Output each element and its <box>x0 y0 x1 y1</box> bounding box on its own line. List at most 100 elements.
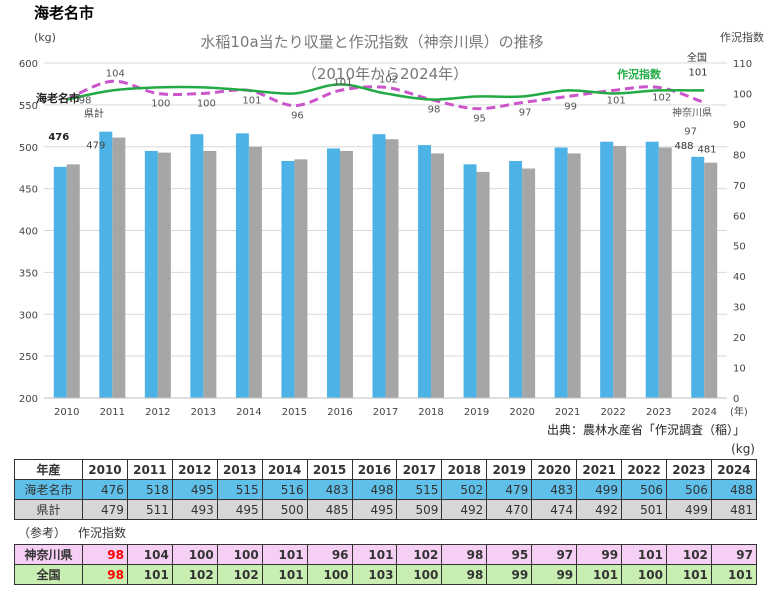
kanagawa-annotation: 神奈川県 <box>672 106 712 119</box>
x-tick-label: 2012 <box>145 407 170 418</box>
y-left-tick-label: 200 <box>19 394 38 405</box>
row-label: 県計 <box>14 499 83 520</box>
bar-kenkei <box>157 152 171 398</box>
bar-ebina <box>281 160 295 398</box>
table-year-header: 2017 <box>396 459 443 480</box>
reference-note: （参考） 作況指数 <box>14 520 757 544</box>
y-right-tick-label: 70 <box>733 181 746 192</box>
y-left-tick-label: 300 <box>19 310 38 321</box>
ebina-annotation: 海老名市 <box>36 91 80 105</box>
bar-kenkei <box>476 171 490 398</box>
table-cell: 101 <box>351 544 398 565</box>
table-cell: 488 <box>710 479 758 500</box>
y-right-tick-label: 100 <box>733 89 752 100</box>
y-left-tick-label: 450 <box>19 185 38 196</box>
yield-chart: 200 250 300 350 400 450 500 550 600 0 10 20 30 40 50 60… <box>19 30 764 437</box>
x-tick-label: 2018 <box>418 407 443 418</box>
table-cell: 479 <box>82 499 128 520</box>
row-label: 海老名市 <box>14 479 83 500</box>
x-tick-label: 2016 <box>327 407 352 418</box>
bar-ebina <box>53 166 67 398</box>
bar-ebina <box>509 160 523 398</box>
x-tick-label: 2022 <box>600 407 625 418</box>
y-right-tick-label: 110 <box>733 59 752 70</box>
x-tick-label: 2014 <box>236 407 261 418</box>
index-table-body: 神奈川県 98 104 100 100 101 96 101 102 98 95 97 99 101 102… <box>14 544 758 585</box>
bar-kenkei <box>294 159 308 398</box>
table-cell: 518 <box>126 479 173 500</box>
table-cell: 98 <box>441 544 488 565</box>
x-tick-label: 2019 <box>464 407 489 418</box>
table-cell: 102 <box>216 564 263 585</box>
y-left-tick-label: 350 <box>19 268 38 279</box>
table-cell: 98 <box>82 544 128 565</box>
table-cell: 97 <box>710 544 758 565</box>
table-unit: (kg) <box>731 442 755 456</box>
table-year-header: 2024 <box>710 459 758 480</box>
sakkyo-annotation: 作況指数 <box>617 67 662 81</box>
table-year-header: 2022 <box>621 459 667 480</box>
x-tick-label: 2024 <box>692 407 717 418</box>
y-right-tick-label: 80 <box>733 150 746 161</box>
table-year-header: 2014 <box>261 459 308 480</box>
table-cell: 101 <box>576 564 623 585</box>
kanagawa-data-label: 97 <box>519 108 532 119</box>
bar-ebina <box>600 141 614 398</box>
table-cell: 102 <box>396 544 443 565</box>
yield-table-body: 海老名市 476 518 495 515 516 483 498 515 502 479 483 499… <box>14 479 758 520</box>
page-title: 海老名市 <box>34 4 95 22</box>
kanagawa-data-label: 104 <box>106 68 125 79</box>
table-cell: 502 <box>441 479 488 500</box>
table-year-header: 2019 <box>486 459 533 480</box>
data-table-section: (kg) 年産 2010 2011 2012 2013 2014 2015 2016 2017 2… <box>14 442 758 585</box>
table-cell: 492 <box>441 499 488 520</box>
table-cell: 100 <box>396 564 443 585</box>
chart-subtitle: （2010年から2024年） <box>302 65 468 83</box>
bar-ebina <box>691 156 705 398</box>
x-tick-label: 2021 <box>555 407 580 418</box>
bar-kenkei <box>248 146 262 398</box>
table-cell: 100 <box>306 564 353 585</box>
table-year-header: 2018 <box>441 459 488 480</box>
kanagawa-data-label: 102 <box>652 92 671 103</box>
bar-kenkei <box>431 153 445 398</box>
bar-ebina <box>418 145 432 398</box>
table-year-header: 2015 <box>306 459 353 480</box>
kanagawa-data-label: 96 <box>291 111 304 122</box>
y-right-tick-label: 20 <box>733 333 746 344</box>
table-cell: 95 <box>486 544 533 565</box>
bar-ebina <box>463 164 477 398</box>
bar-kenkei <box>203 150 217 398</box>
y-left-axis-label: (kg) <box>34 31 56 44</box>
table-cell: 100 <box>621 564 667 585</box>
kanagawa-data-label: 101 <box>607 95 626 106</box>
table-cell: 501 <box>621 499 667 520</box>
y-right-tick-label: 10 <box>733 364 746 375</box>
bar-kenkei <box>66 164 80 398</box>
table-cell: 495 <box>351 499 398 520</box>
x-tick-label: 2010 <box>54 407 79 418</box>
x-tick-label: 2015 <box>282 407 307 418</box>
bar-ebina <box>144 150 158 398</box>
table-cell: 101 <box>710 564 758 585</box>
table-row: 県計 479 511 493 495 500 485 495 509 492 470 474 492 50… <box>14 499 758 520</box>
ebina-value-label: 488 <box>674 141 693 152</box>
kanagawa-data-label: 101 <box>242 95 261 106</box>
bar-ebina <box>326 148 340 398</box>
y-left-tick-label: 250 <box>19 352 38 363</box>
y-right-tick-label: 30 <box>733 303 746 314</box>
y-left-tick-label: 400 <box>19 227 38 238</box>
y-right-tick-label: 40 <box>733 272 746 283</box>
table-cell: 515 <box>216 479 263 500</box>
row-label: 全国 <box>14 564 83 585</box>
table-year-header: 2021 <box>576 459 623 480</box>
y-right-tick-label: 50 <box>733 242 746 253</box>
kenkei-value-label: 481 <box>697 145 716 156</box>
table-cell: 515 <box>396 479 443 500</box>
table-cell: 103 <box>351 564 398 585</box>
table-cell: 499 <box>576 479 623 500</box>
table-header-row: 年産 2010 2011 2012 2013 2014 2015 2016 2017 2018 20… <box>14 459 758 480</box>
zenkoku-annotation: 全国 <box>687 51 707 64</box>
table-cell: 495 <box>171 479 218 500</box>
table-cell: 474 <box>531 499 578 520</box>
